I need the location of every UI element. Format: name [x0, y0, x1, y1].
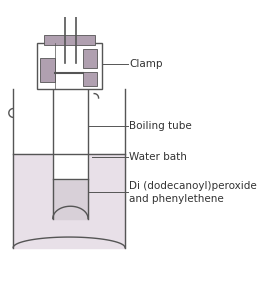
Polygon shape: [53, 179, 88, 219]
Bar: [44, 35, 95, 45]
Bar: [83, 49, 97, 68]
Polygon shape: [13, 154, 125, 248]
Polygon shape: [13, 237, 125, 248]
Polygon shape: [53, 206, 88, 219]
Text: Water bath: Water bath: [129, 152, 187, 162]
Text: Boiling tube: Boiling tube: [129, 121, 192, 131]
Polygon shape: [53, 63, 88, 179]
Text: Di (dodecanoyl)peroxide
and phenylethene: Di (dodecanoyl)peroxide and phenylethene: [129, 181, 257, 204]
Text: Clamp: Clamp: [129, 59, 163, 69]
Bar: [37, 43, 102, 89]
Bar: [83, 72, 97, 86]
Bar: [40, 57, 55, 82]
